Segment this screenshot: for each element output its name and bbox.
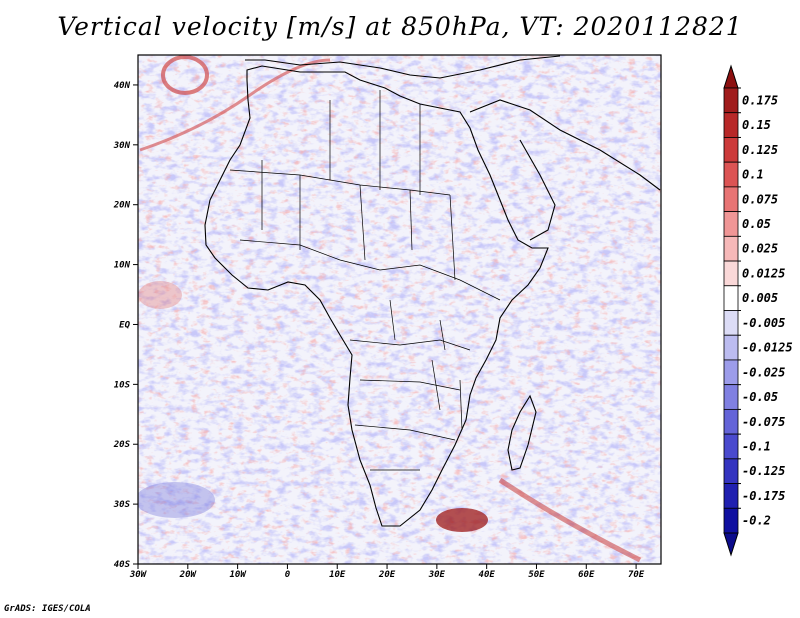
- longitude-axis: 30W 20W 10W 0 10E 20E 30E 40E 50E 60E 70E: [129, 564, 645, 580]
- colorbar-label: 0.175: [742, 93, 778, 107]
- lon-tick-label: 30E: [428, 570, 446, 580]
- colorbar-swatch: [723, 507, 739, 534]
- colorbar-swatch: [723, 334, 739, 361]
- updraft-east-atlantic: [138, 281, 182, 309]
- strong-updraft-south-africa: [436, 508, 488, 532]
- coastlines: [204, 55, 661, 527]
- lat-tick-label: 40N: [114, 81, 131, 91]
- lon-tick-label: 40E: [479, 570, 496, 580]
- colorbar-swatch: [723, 112, 739, 138]
- colorbar-swatch: [723, 384, 739, 410]
- lat-tick-label: 10N: [114, 261, 131, 271]
- grads-credit: GrADS: IGES/COLA: [4, 604, 91, 614]
- colorbar: 0.175 0.15 0.125 0.1 0.075 0.05 0.025 0.0125 0.0…: [723, 64, 793, 557]
- latitude-axis: 40N 30N 20N 10N EQ 10S 20S 30S 40S: [113, 81, 138, 570]
- colorbar-top-triangle: [723, 64, 739, 89]
- lon-tick-label: 60E: [578, 570, 595, 580]
- colorbar-label: -0.125: [742, 464, 785, 478]
- lon-tick-label: 20W: [179, 570, 198, 580]
- velocity-field: [138, 55, 661, 564]
- lon-tick-label: 20E: [378, 570, 396, 580]
- lon-tick-label: 10E: [329, 570, 346, 580]
- africa-coastline: [204, 65, 549, 527]
- colorbar-label: -0.05: [742, 390, 778, 404]
- colorbar-label: 0.005: [742, 291, 778, 305]
- colorbar-label: 0.0125: [742, 266, 785, 280]
- colorbar-label: 0.1: [742, 168, 764, 182]
- lat-tick-label: 40S: [114, 560, 131, 570]
- lat-tick-label: EQ: [119, 320, 130, 330]
- colorbar-label: -0.2: [742, 514, 771, 528]
- colorbar-swatch: [723, 310, 739, 336]
- lat-tick-label: 30S: [113, 500, 131, 510]
- lon-tick-label: 0: [285, 570, 291, 580]
- map-frame: [137, 54, 662, 565]
- lon-tick-label: 30W: [129, 570, 148, 580]
- country-borders: [229, 90, 501, 471]
- colorbar-label: 0.125: [742, 143, 778, 157]
- arabian-coastline: [469, 99, 661, 241]
- colorbar-label: -0.0125: [742, 341, 793, 355]
- colorbar-label: -0.1: [742, 439, 771, 453]
- colorbar-swatch: [723, 285, 739, 311]
- madagascar-coastline: [507, 394, 537, 471]
- lat-tick-label: 30N: [113, 141, 131, 151]
- lat-tick-label: 10S: [114, 380, 131, 390]
- colorbar-label: 0.15: [742, 118, 771, 132]
- colorbar-swatch: [723, 161, 739, 188]
- colorbar-swatch: [723, 483, 739, 509]
- colorbar-label: -0.025: [742, 365, 785, 379]
- colorbar-swatch: [723, 87, 739, 114]
- lon-tick-label: 50E: [528, 570, 545, 580]
- colorbar-label: 0.05: [742, 217, 771, 231]
- colorbar-swatch: [723, 433, 739, 460]
- cyclone-feature-northwest: [161, 55, 209, 95]
- colorbar-swatch: [723, 458, 739, 484]
- map-panel: [137, 54, 662, 565]
- lat-tick-label: 20S: [113, 440, 131, 450]
- colorbar-swatch: [723, 137, 739, 163]
- colorbar-swatch: [723, 211, 739, 237]
- map-title: Vertical velocity [m/s] at 850hPa, VT: 2…: [57, 12, 743, 41]
- frontal-band-south: [498, 477, 642, 563]
- colorbar-bottom-triangle: [723, 532, 739, 557]
- colorbar-label: -0.175: [742, 489, 785, 503]
- colorbar-swatch: [723, 359, 739, 386]
- colorbar-swatch: [723, 186, 739, 213]
- colorbar-label: 0.075: [742, 192, 778, 206]
- colorbar-label: -0.075: [742, 415, 785, 429]
- lat-tick-label: 20N: [113, 201, 131, 211]
- downdraft-south-atlantic: [138, 482, 215, 518]
- europe-coastline: [245, 55, 561, 79]
- colorbar-label: -0.005: [742, 316, 785, 330]
- colorbar-swatch: [723, 235, 739, 262]
- colorbar-swatch: [723, 408, 739, 435]
- lon-tick-label: 10W: [229, 570, 247, 580]
- colorbar-label: 0.025: [742, 242, 778, 256]
- colorbar-swatch: [723, 260, 739, 287]
- lon-tick-label: 70E: [628, 570, 645, 580]
